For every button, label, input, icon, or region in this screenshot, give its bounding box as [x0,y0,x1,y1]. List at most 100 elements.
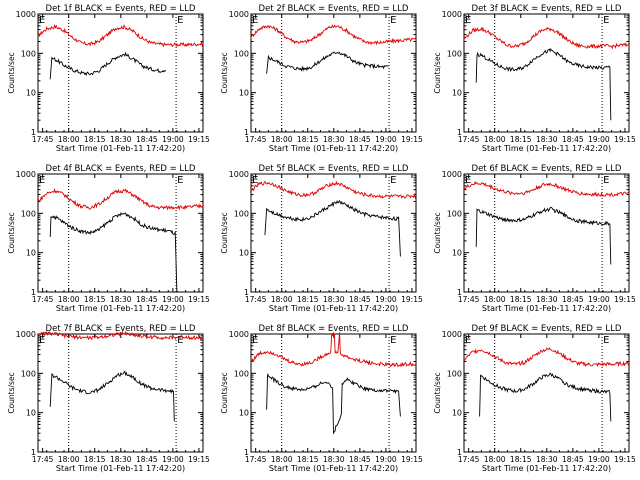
x-tick-label: 18:15 [297,135,319,144]
plot-frame [463,333,630,453]
lld-series-line [250,331,417,368]
x-tick-label: 18:30 [323,455,345,464]
x-axis-label: Start Time (01-Feb-11 17:42:20) [56,464,185,473]
x-axis-label: Start Time (01-Feb-11 17:42:20) [269,464,398,473]
y-tick-label: 1000 [229,10,249,19]
plot-frame [250,173,417,293]
y-tick-label: 10 [239,409,249,418]
x-tick-label: 18:00 [271,455,293,464]
events-series-line [479,372,612,422]
events-series-line [266,373,401,435]
panel-title: Det 5f BLACK = Events, RED = LLD [259,164,409,174]
x-tick-label: 18:15 [510,455,532,464]
x-tick-label: 18:45 [136,295,158,304]
x-tick-label: 18:15 [297,455,319,464]
x-tick-label: 18:30 [110,135,132,144]
panel-title: Det 6f BLACK = Events, RED = LLD [472,164,622,174]
x-tick-label: 18:15 [297,295,319,304]
x-tick-label: 19:00 [588,295,610,304]
x-tick-label: 18:00 [58,455,80,464]
x-tick-label: 18:30 [110,455,132,464]
panel-title: Det 3f BLACK = Events, RED = LLD [472,4,622,14]
panel-title: Det 4f BLACK = Events, RED = LLD [46,164,196,174]
events-series-line [49,370,175,422]
x-axis-label: Start Time (01-Feb-11 17:42:20) [56,144,185,153]
events-series-line [266,51,389,74]
y-axis-label: Counts/sec [433,212,442,253]
x-tick-label: 18:15 [510,135,532,144]
x-tick-label: 17:45 [245,295,267,304]
x-tick-label: 17:45 [458,295,480,304]
y-tick-label: 100 [234,209,249,218]
x-tick-label: 19:00 [375,295,397,304]
x-tick-label: 17:45 [32,455,54,464]
marker-label-left: E [252,15,258,26]
x-tick-label: 18:45 [562,455,584,464]
panel-8: Det 8f BLACK = Events, RED = LLD 1 10 100 10… [220,324,423,473]
x-tick-label: 19:00 [588,135,610,144]
lld-series-line [37,187,204,211]
x-tick-label: 18:00 [271,295,293,304]
panel-title: Det 2f BLACK = Events, RED = LLD [259,4,409,14]
marker-label-left: E [252,335,258,346]
x-tick-label: 19:15 [614,135,636,144]
y-axis-label: Counts/sec [220,372,229,413]
plot-frame [250,13,417,133]
lld-series-line [250,180,417,199]
marker-label-left: E [39,15,45,26]
marker-label-right: E [603,15,609,26]
y-tick-label: 1 [31,448,36,457]
panel-7: Det 7f BLACK = Events, RED = LLD 1 10 100 10… [7,324,210,473]
y-axis-label: Counts/sec [433,52,442,93]
x-tick-label: 19:15 [188,295,210,304]
x-tick-label: 19:15 [614,455,636,464]
y-tick-label: 1 [31,128,36,137]
x-tick-label: 19:15 [401,135,423,144]
x-tick-label: 18:00 [484,135,506,144]
panel-title: Det 7f BLACK = Events, RED = LLD [46,324,196,334]
x-tick-label: 19:15 [188,135,210,144]
events-series-line [475,206,612,265]
lld-series-line [37,330,204,341]
events-series-line [49,212,178,293]
y-tick-label: 10 [452,89,462,98]
x-tick-label: 18:45 [562,295,584,304]
y-tick-label: 1000 [16,330,36,339]
x-tick-label: 18:30 [536,295,558,304]
marker-label-left: E [252,175,258,186]
y-tick-label: 1 [244,128,249,137]
y-tick-label: 10 [26,89,36,98]
x-tick-label: 18:30 [110,295,132,304]
y-tick-label: 10 [452,249,462,258]
y-tick-label: 1 [244,448,249,457]
x-tick-label: 18:15 [510,295,532,304]
y-tick-label: 1 [31,288,36,297]
y-axis-label: Counts/sec [7,212,16,253]
panel-4: Det 4f BLACK = Events, RED = LLD 1 10 100 10… [7,164,210,313]
x-tick-label: 18:30 [536,135,558,144]
x-tick-label: 19:00 [375,135,397,144]
x-tick-label: 17:45 [32,295,54,304]
panel-title: Det 1f BLACK = Events, RED = LLD [46,4,196,14]
x-tick-label: 18:00 [484,295,506,304]
y-tick-label: 100 [447,209,462,218]
y-axis-label: Counts/sec [220,212,229,253]
marker-label-right: E [177,175,183,186]
y-tick-label: 1000 [229,170,249,179]
marker-label-left: E [465,335,471,346]
x-axis-label: Start Time (01-Feb-11 17:42:20) [482,144,611,153]
y-tick-label: 1000 [442,170,462,179]
x-tick-label: 17:45 [458,135,480,144]
x-tick-label: 18:15 [84,455,106,464]
x-tick-label: 17:45 [245,455,267,464]
panel-2: Det 2f BLACK = Events, RED = LLD 1 10 100 10… [220,4,423,153]
y-tick-label: 1000 [229,330,249,339]
panel-3: Det 3f BLACK = Events, RED = LLD 1 10 100 10… [433,4,636,153]
y-tick-label: 10 [239,89,249,98]
marker-label-right: E [177,15,183,26]
x-tick-label: 18:15 [84,135,106,144]
x-tick-label: 19:00 [162,135,184,144]
y-tick-label: 1 [457,128,462,137]
marker-label-right: E [603,175,609,186]
